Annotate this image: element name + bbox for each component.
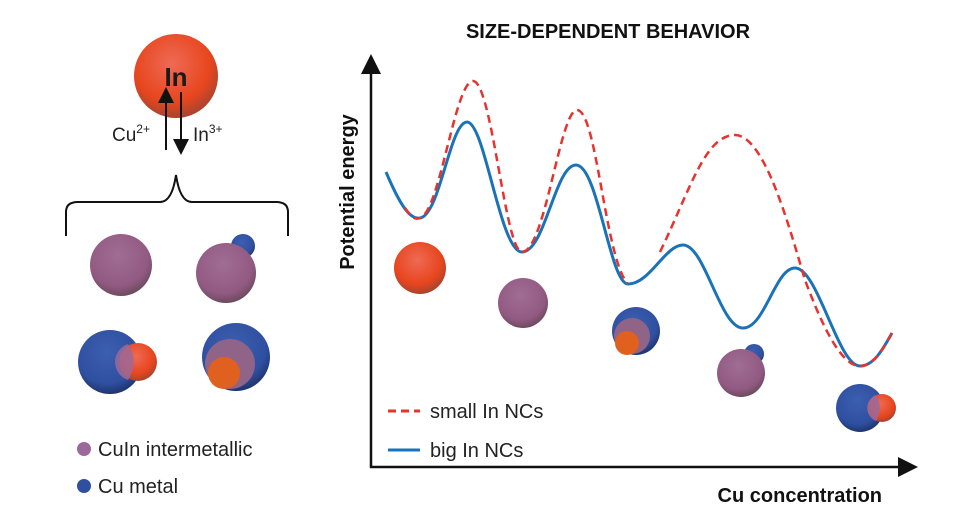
chart-in-particle — [394, 242, 446, 294]
y-axis-label: Potential energy — [337, 113, 359, 269]
small-nc-curve — [403, 79, 894, 368]
indium-label: In — [164, 62, 187, 92]
legend-big-label: big In NCs — [430, 440, 523, 462]
legend-cuin-dot — [77, 442, 91, 456]
legend-small-label: small In NCs — [430, 401, 543, 423]
chart-cuin-interface — [867, 395, 880, 421]
in-ion-label: In3+ — [193, 122, 223, 146]
legend-cuin-label: CuIn intermetallic — [98, 439, 253, 461]
cuin-interface — [115, 344, 134, 380]
chart-cu-particle — [836, 384, 884, 432]
chart-in-core — [615, 331, 639, 355]
legend-cu-dot — [77, 479, 91, 493]
brace-icon — [65, 174, 289, 236]
cuin-particle-with-cu — [196, 243, 256, 303]
indium-particle — [134, 34, 218, 118]
cu-ion-label: Cu2+ — [112, 122, 150, 146]
in-core — [208, 357, 240, 389]
cuin-particle — [90, 234, 152, 296]
chart-title: SIZE-DEPENDENT BEHAVIOR — [466, 21, 751, 43]
chart-cuin-particle-with-cu — [717, 349, 765, 397]
legend-cu-label: Cu metal — [98, 476, 178, 498]
chart-cuin-particle — [498, 278, 548, 328]
x-axis-label: Cu concentration — [718, 485, 882, 507]
